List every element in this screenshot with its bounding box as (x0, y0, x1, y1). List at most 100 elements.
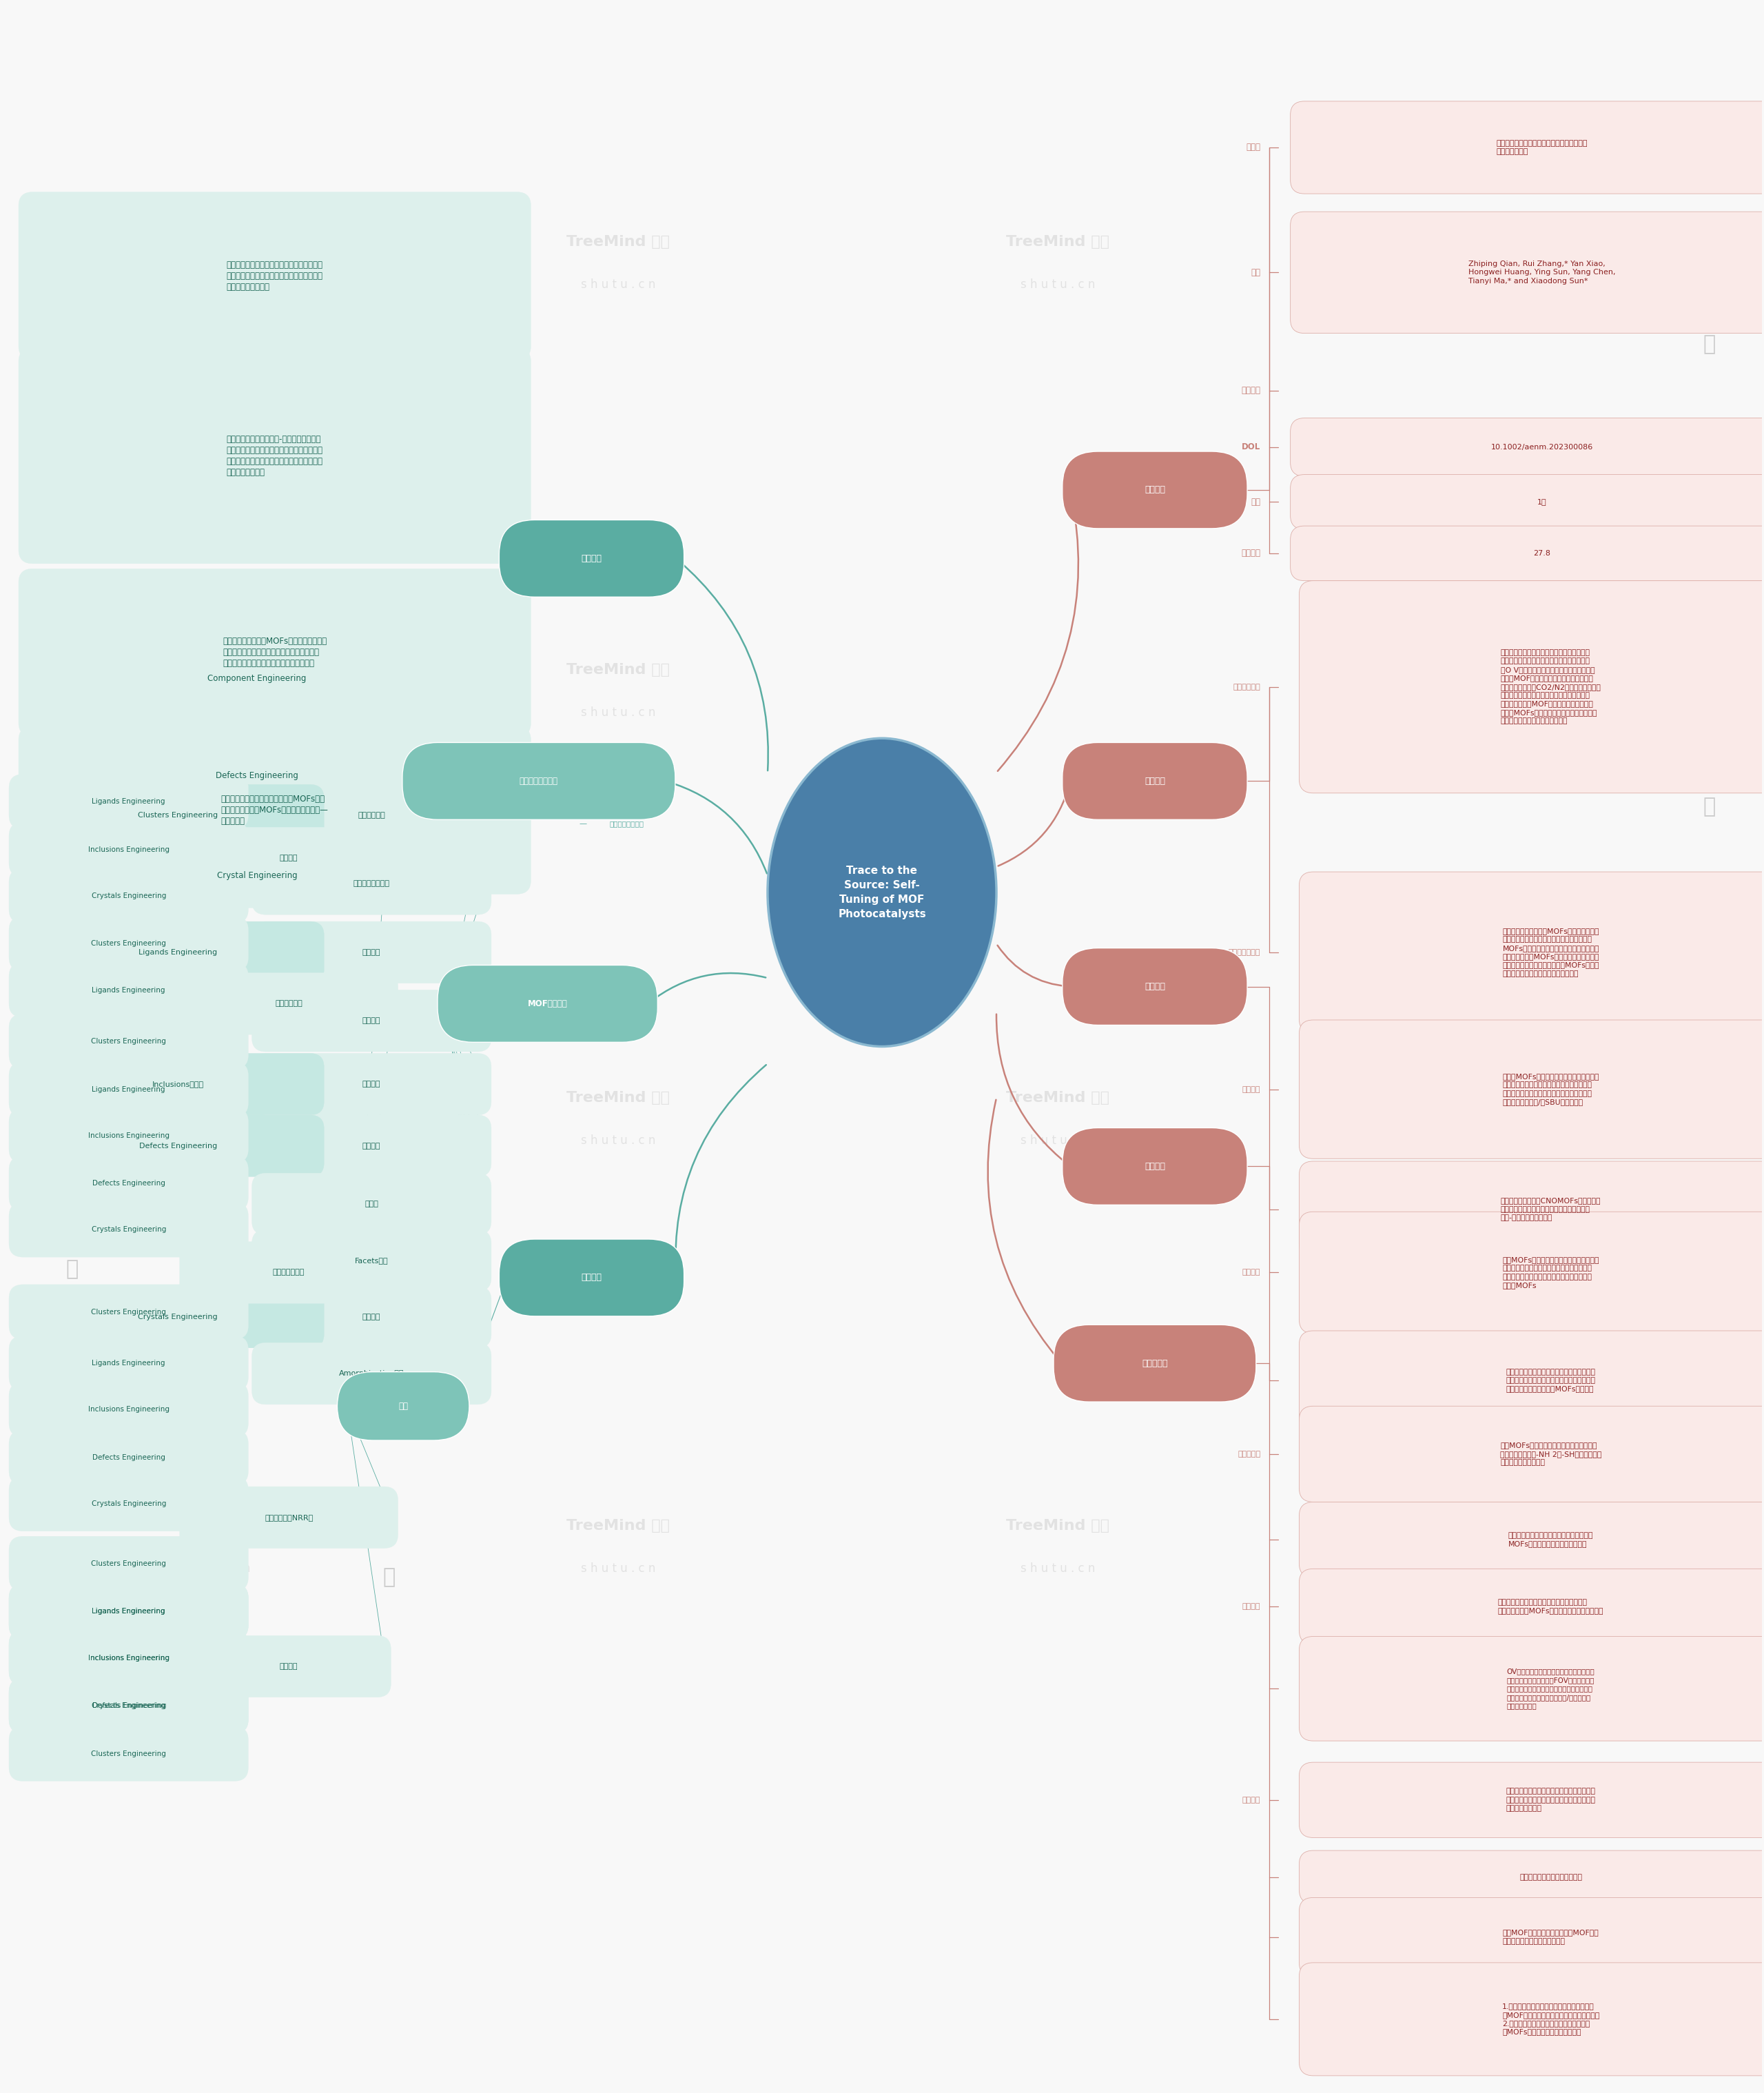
Text: Inclusions Engineering: Inclusions Engineering (88, 846, 169, 854)
Text: 氯空位: 氯空位 (365, 1201, 379, 1208)
Text: s h u t u . c n: s h u t u . c n (1021, 1134, 1095, 1147)
Text: 组件工程，晶体工程，缺陷工程，金属有机框
架，光催化应用: 组件工程，晶体工程，缺陷工程，金属有机框 架，光催化应用 (1496, 140, 1588, 155)
Text: 研究背景: 研究背景 (580, 555, 602, 563)
Text: TreeMind 树图: TreeMind 树图 (162, 1090, 265, 1105)
Text: 在这篇综述中，我们从MOFs的组成、缺陷和
形态的角度探讨了问题的根源。这是因为探索
MOFs本身将更有利于进一步扩展到复合材料
和衍生物，因为MOFs是根源。: 在这篇综述中，我们从MOFs的组成、缺陷和 形态的角度探讨了问题的根源。这是因为… (1503, 927, 1600, 977)
Text: Ligands Engineering: Ligands Engineering (92, 1607, 166, 1616)
FancyBboxPatch shape (252, 1344, 490, 1404)
Text: 🌵: 🌵 (383, 1568, 395, 1586)
Text: Trace to the
Source: Self-
Tuning of MOF
Photocatalysts: Trace to the Source: Self- Tuning of MOF… (838, 867, 926, 919)
Text: Clusters Engineering: Clusters Engineering (138, 812, 219, 818)
FancyBboxPatch shape (337, 1371, 469, 1440)
Text: Ligands Engineering: Ligands Engineering (92, 1607, 166, 1616)
Text: 团簇工程: 团簇工程 (1145, 982, 1166, 992)
FancyBboxPatch shape (9, 1630, 249, 1685)
FancyBboxPatch shape (1062, 1128, 1247, 1206)
Text: 实现亲密连接的长程有序结构，使包含物在
MOFs中获得良好的分散性和包封率: 实现亲密连接的长程有序结构，使包含物在 MOFs中获得良好的分散性和包封率 (1508, 1532, 1593, 1547)
FancyBboxPatch shape (1289, 100, 1764, 195)
Text: s h u t u . c n: s h u t u . c n (176, 278, 250, 291)
Text: 影响MOFs光催化性能的功能化基团仅限于一
些给电子基团（如-NH 2，-SH和烷基链），
提出多样化的配体策略: 影响MOFs光催化性能的功能化基团仅限于一 些给电子基团（如-NH 2，-SH和… (1499, 1442, 1602, 1465)
FancyBboxPatch shape (19, 347, 531, 563)
Text: 10.1002/aenm.202300086: 10.1002/aenm.202300086 (1491, 444, 1593, 450)
Text: 作者: 作者 (1251, 268, 1261, 276)
Text: Amorphization非晶: Amorphization非晶 (339, 1371, 404, 1377)
FancyBboxPatch shape (79, 743, 434, 808)
FancyBboxPatch shape (1298, 1406, 1764, 1503)
Text: 🌵: 🌵 (1702, 797, 1716, 816)
FancyBboxPatch shape (1298, 1503, 1764, 1578)
FancyBboxPatch shape (1062, 743, 1247, 820)
Text: 具有明确晶体结构的CNOMOFs适合于原子
水平的结构表征和建模计算，这将给予我们对
结构-性质关系的基本理解: 具有明确晶体结构的CNOMOFs适合于原子 水平的结构表征和建模计算，这将给予我… (1501, 1197, 1602, 1220)
Text: Defects Engineering: Defects Engineering (92, 1702, 166, 1710)
Text: 有机转化: 有机转化 (280, 854, 298, 862)
FancyBboxPatch shape (79, 843, 434, 908)
Text: s h u t u . c n: s h u t u . c n (1021, 1563, 1095, 1576)
Text: Crystals Engineering: Crystals Engineering (138, 1314, 217, 1321)
Text: Crystals Engineering: Crystals Engineering (92, 1226, 166, 1233)
FancyBboxPatch shape (499, 519, 684, 597)
Text: TreeMind 树图: TreeMind 树图 (1411, 663, 1515, 676)
FancyBboxPatch shape (1298, 1963, 1764, 2076)
Text: 团簇集群修改策略: 团簇集群修改策略 (353, 881, 390, 887)
Text: —: — (579, 820, 587, 827)
Text: 配体工程: 配体工程 (1242, 1268, 1261, 1277)
Text: 自调谐与辅助调谐: 自调谐与辅助调谐 (519, 777, 557, 785)
Text: TreeMind 树图: TreeMind 树图 (1005, 1520, 1110, 1532)
Text: 小面效应、尺寸效应和晶体学说: 小面效应、尺寸效应和晶体学说 (1519, 1873, 1582, 1880)
Text: Inclusions Engineering: Inclusions Engineering (88, 1653, 169, 1662)
Text: 晶体工程: 晶体工程 (1242, 1796, 1261, 1804)
FancyBboxPatch shape (19, 569, 531, 737)
Text: 氮还原反应（NRR）: 氮还原反应（NRR） (265, 1513, 312, 1522)
Text: 1.脉冲、超声波、电场和磁场、模板合成方法
为MOF的肥向设计和便携提供了必要的支持。
2.理论模型表征技术的发展也将为我们理清
晶MOFs的结构和机理带来新的: 1.脉冲、超声波、电场和磁场、模板合成方法 为MOF的肥向设计和便携提供了必要的… (1503, 2003, 1600, 2034)
FancyBboxPatch shape (252, 1053, 490, 1116)
FancyBboxPatch shape (252, 1116, 490, 1176)
Text: TreeMind 树图: TreeMind 树图 (1005, 234, 1110, 249)
Text: TreeMind 树图: TreeMind 树图 (162, 1520, 265, 1532)
FancyBboxPatch shape (1298, 1898, 1764, 1976)
Text: 配体取代: 配体取代 (362, 1017, 381, 1023)
FancyBboxPatch shape (9, 823, 249, 877)
FancyBboxPatch shape (9, 774, 249, 829)
FancyBboxPatch shape (1298, 873, 1764, 1032)
FancyBboxPatch shape (9, 1584, 249, 1639)
FancyBboxPatch shape (1289, 211, 1764, 333)
Text: s h u t u . c n: s h u t u . c n (176, 1563, 250, 1576)
FancyBboxPatch shape (1289, 525, 1764, 580)
Text: 🌵: 🌵 (383, 573, 395, 594)
FancyBboxPatch shape (1298, 1212, 1764, 1333)
FancyBboxPatch shape (1298, 1331, 1764, 1430)
FancyBboxPatch shape (252, 1287, 490, 1348)
Text: 影响指数: 影响指数 (1242, 548, 1261, 559)
Text: 分区: 分区 (1251, 498, 1261, 507)
Ellipse shape (767, 739, 997, 1046)
Text: s h u t u . c n: s h u t u . c n (176, 705, 250, 718)
FancyBboxPatch shape (1298, 1637, 1764, 1741)
FancyBboxPatch shape (1298, 1850, 1764, 1903)
Text: 文献的研究结论: 文献的研究结论 (1228, 948, 1261, 957)
FancyBboxPatch shape (9, 1679, 249, 1733)
FancyBboxPatch shape (499, 1239, 684, 1316)
FancyBboxPatch shape (9, 1061, 249, 1118)
Text: 多金属MOFs目前面临两个主要问题：首先，
如何选择合适的第二金属离子并获得稳定的骨
架结构；然后，如何表征金属离子的排列位置
，即金属中心在均/杂SBU中的分: 多金属MOFs目前面临两个主要问题：首先， 如何选择合适的第二金属离子并获得稳定… (1503, 1074, 1600, 1105)
FancyBboxPatch shape (1298, 1762, 1764, 1838)
FancyBboxPatch shape (252, 1174, 490, 1235)
FancyBboxPatch shape (9, 1430, 249, 1484)
FancyBboxPatch shape (252, 921, 490, 984)
Text: s h u t u . c n: s h u t u . c n (1425, 278, 1499, 291)
Text: 环境修复: 环境修复 (280, 1664, 298, 1670)
Text: Defects Engineering: Defects Engineering (215, 772, 298, 781)
Text: Ligands Engineering: Ligands Engineering (92, 986, 166, 994)
Text: Clusters Engineering: Clusters Engineering (92, 1308, 166, 1314)
Text: Inclusions Engineering: Inclusions Engineering (88, 1406, 169, 1413)
Text: OV可以被认为是晶体缺陷的缩略，但与其中
各种基团或分子占据各种FOV的金属中心的
配体缺陷位点不同，缺陷工程以破坏内部结构
和稳定性为代价来获得空间环境/尺寸: OV可以被认为是晶体缺陷的缩略，但与其中 各种基团或分子占据各种FOV的金属中心… (1506, 1668, 1595, 1710)
Text: Ligands Engineering: Ligands Engineering (92, 1086, 166, 1093)
FancyBboxPatch shape (9, 869, 249, 923)
FancyBboxPatch shape (19, 726, 531, 894)
Text: TreeMind 树图: TreeMind 树图 (566, 1090, 670, 1105)
FancyBboxPatch shape (9, 1201, 249, 1258)
FancyBboxPatch shape (9, 1679, 249, 1733)
FancyBboxPatch shape (9, 917, 249, 971)
Text: 配体修饰: 配体修饰 (362, 948, 381, 957)
Text: Crystals Engineering: Crystals Engineering (92, 1501, 166, 1507)
Text: Component Engineering: Component Engineering (208, 674, 307, 682)
